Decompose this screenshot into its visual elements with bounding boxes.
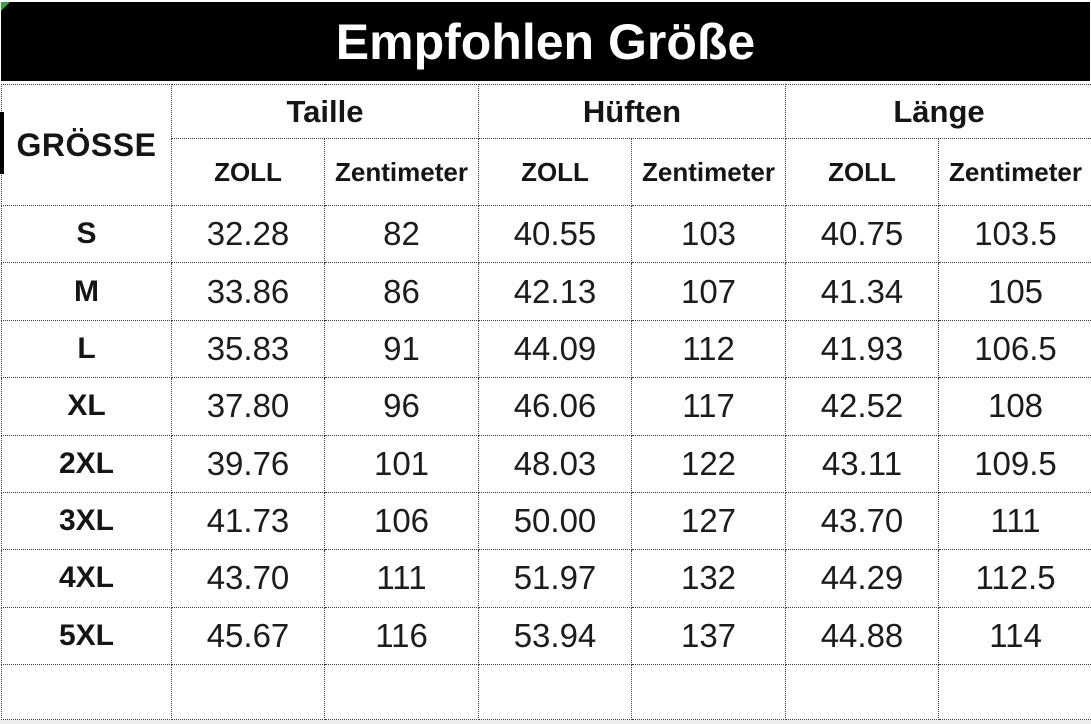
value-cell: 82 bbox=[324, 204, 479, 264]
value-cell: 41.34 bbox=[785, 262, 939, 321]
value-cell: 35.83 bbox=[171, 319, 325, 379]
empty-cell bbox=[631, 664, 786, 720]
page-title: Empfohlen Größe bbox=[335, 13, 756, 70]
spreadsheet-corner-marker-icon bbox=[1, 2, 10, 11]
unit-header-taille-zentimeter: Zentimeter bbox=[324, 138, 479, 206]
size-label: XL bbox=[1, 377, 172, 436]
empty-row bbox=[1, 664, 1091, 720]
value-cell: 46.06 bbox=[478, 377, 632, 436]
value-cell: 86 bbox=[324, 262, 479, 321]
left-border-artifact bbox=[0, 112, 4, 174]
column-header-hueften: Hüften bbox=[478, 84, 786, 139]
value-cell: 112 bbox=[631, 319, 786, 379]
value-cell: 44.09 bbox=[478, 319, 632, 379]
value-cell: 50.00 bbox=[478, 491, 632, 551]
value-cell: 106 bbox=[324, 491, 479, 551]
value-cell: 117 bbox=[631, 377, 786, 436]
value-cell: 40.75 bbox=[785, 204, 939, 264]
value-cell: 111 bbox=[324, 549, 479, 608]
value-cell: 42.52 bbox=[785, 377, 939, 436]
value-cell: 44.29 bbox=[785, 549, 939, 608]
empty-cell bbox=[324, 664, 479, 720]
unit-header-taille-zoll: ZOLL bbox=[171, 138, 325, 206]
value-cell: 103.5 bbox=[937, 204, 1091, 264]
value-cell: 132 bbox=[631, 549, 786, 608]
size-label: 5XL bbox=[1, 606, 172, 666]
value-cell: 51.97 bbox=[478, 549, 632, 608]
title-bar: Empfohlen Größe bbox=[1, 2, 1090, 81]
value-cell: 39.76 bbox=[171, 434, 325, 493]
size-label: L bbox=[1, 319, 172, 379]
value-cell: 37.80 bbox=[171, 377, 325, 436]
value-cell: 114 bbox=[937, 606, 1091, 666]
value-cell: 91 bbox=[324, 319, 479, 379]
value-cell: 112.5 bbox=[937, 549, 1091, 608]
empty-cell bbox=[478, 664, 632, 720]
value-cell: 48.03 bbox=[478, 434, 632, 493]
empty-cell bbox=[1, 664, 172, 720]
table-row-4xl: 4XL 43.70 111 51.97 132 44.29 112.5 bbox=[1, 549, 1091, 608]
empty-cell bbox=[937, 664, 1091, 720]
table-row-2xl: 2XL 39.76 101 48.03 122 43.11 109.5 bbox=[1, 434, 1091, 493]
size-label: S bbox=[1, 204, 172, 264]
value-cell: 109.5 bbox=[937, 434, 1091, 493]
empty-cell bbox=[785, 664, 939, 720]
value-cell: 101 bbox=[324, 434, 479, 493]
value-cell: 41.73 bbox=[171, 491, 325, 551]
size-label: 4XL bbox=[1, 549, 172, 608]
empty-cell bbox=[171, 664, 325, 720]
value-cell: 107 bbox=[631, 262, 786, 321]
value-cell: 33.86 bbox=[171, 262, 325, 321]
value-cell: 105 bbox=[937, 262, 1091, 321]
size-label: M bbox=[1, 262, 172, 321]
unit-header-hueften-zoll: ZOLL bbox=[478, 138, 632, 206]
unit-header-hueften-zentimeter: Zentimeter bbox=[631, 138, 786, 206]
group-header-row: GRÖSSE Taille Hüften Länge bbox=[1, 84, 1091, 206]
column-header-laenge: Länge bbox=[784, 84, 1091, 139]
value-cell: 116 bbox=[324, 606, 479, 666]
table-row-m: M 33.86 86 42.13 107 41.34 105 bbox=[1, 262, 1091, 321]
table-row-s: S 32.28 82 40.55 103 40.75 103.5 bbox=[1, 204, 1091, 264]
value-cell: 122 bbox=[631, 434, 786, 493]
value-cell: 127 bbox=[631, 491, 786, 551]
table-row-3xl: 3XL 41.73 106 50.00 127 43.70 111 bbox=[1, 491, 1091, 551]
value-cell: 137 bbox=[631, 606, 786, 666]
size-chart-table: GRÖSSE Taille Hüften Länge ZOLL Zentimet… bbox=[1, 84, 1091, 720]
value-cell: 43.11 bbox=[785, 434, 939, 493]
table-row-l: L 35.83 91 44.09 112 41.93 106.5 bbox=[1, 319, 1091, 379]
value-cell: 41.93 bbox=[785, 319, 939, 379]
size-label: 3XL bbox=[1, 491, 172, 551]
unit-header-laenge-zoll: ZOLL bbox=[785, 138, 939, 206]
unit-header-laenge-zentimeter: Zentimeter bbox=[937, 138, 1091, 206]
value-cell: 96 bbox=[324, 377, 479, 436]
value-cell: 43.70 bbox=[785, 491, 939, 551]
column-header-taille: Taille bbox=[171, 84, 479, 139]
value-cell: 108 bbox=[937, 377, 1091, 436]
table-row-5xl: 5XL 45.67 116 53.94 137 44.88 114 bbox=[1, 606, 1091, 666]
value-cell: 32.28 bbox=[171, 204, 325, 264]
value-cell: 53.94 bbox=[478, 606, 632, 666]
column-header-groesse: GRÖSSE bbox=[1, 84, 172, 206]
value-cell: 106.5 bbox=[937, 319, 1091, 379]
value-cell: 42.13 bbox=[478, 262, 632, 321]
value-cell: 103 bbox=[631, 204, 786, 264]
value-cell: 40.55 bbox=[478, 204, 632, 264]
value-cell: 43.70 bbox=[171, 549, 325, 608]
value-cell: 45.67 bbox=[171, 606, 325, 666]
table-row-xl: XL 37.80 96 46.06 117 42.52 108 bbox=[1, 377, 1091, 436]
value-cell: 111 bbox=[937, 491, 1091, 551]
size-label: 2XL bbox=[1, 434, 172, 493]
bottom-edge-strip bbox=[0, 720, 1091, 724]
value-cell: 44.88 bbox=[785, 606, 939, 666]
